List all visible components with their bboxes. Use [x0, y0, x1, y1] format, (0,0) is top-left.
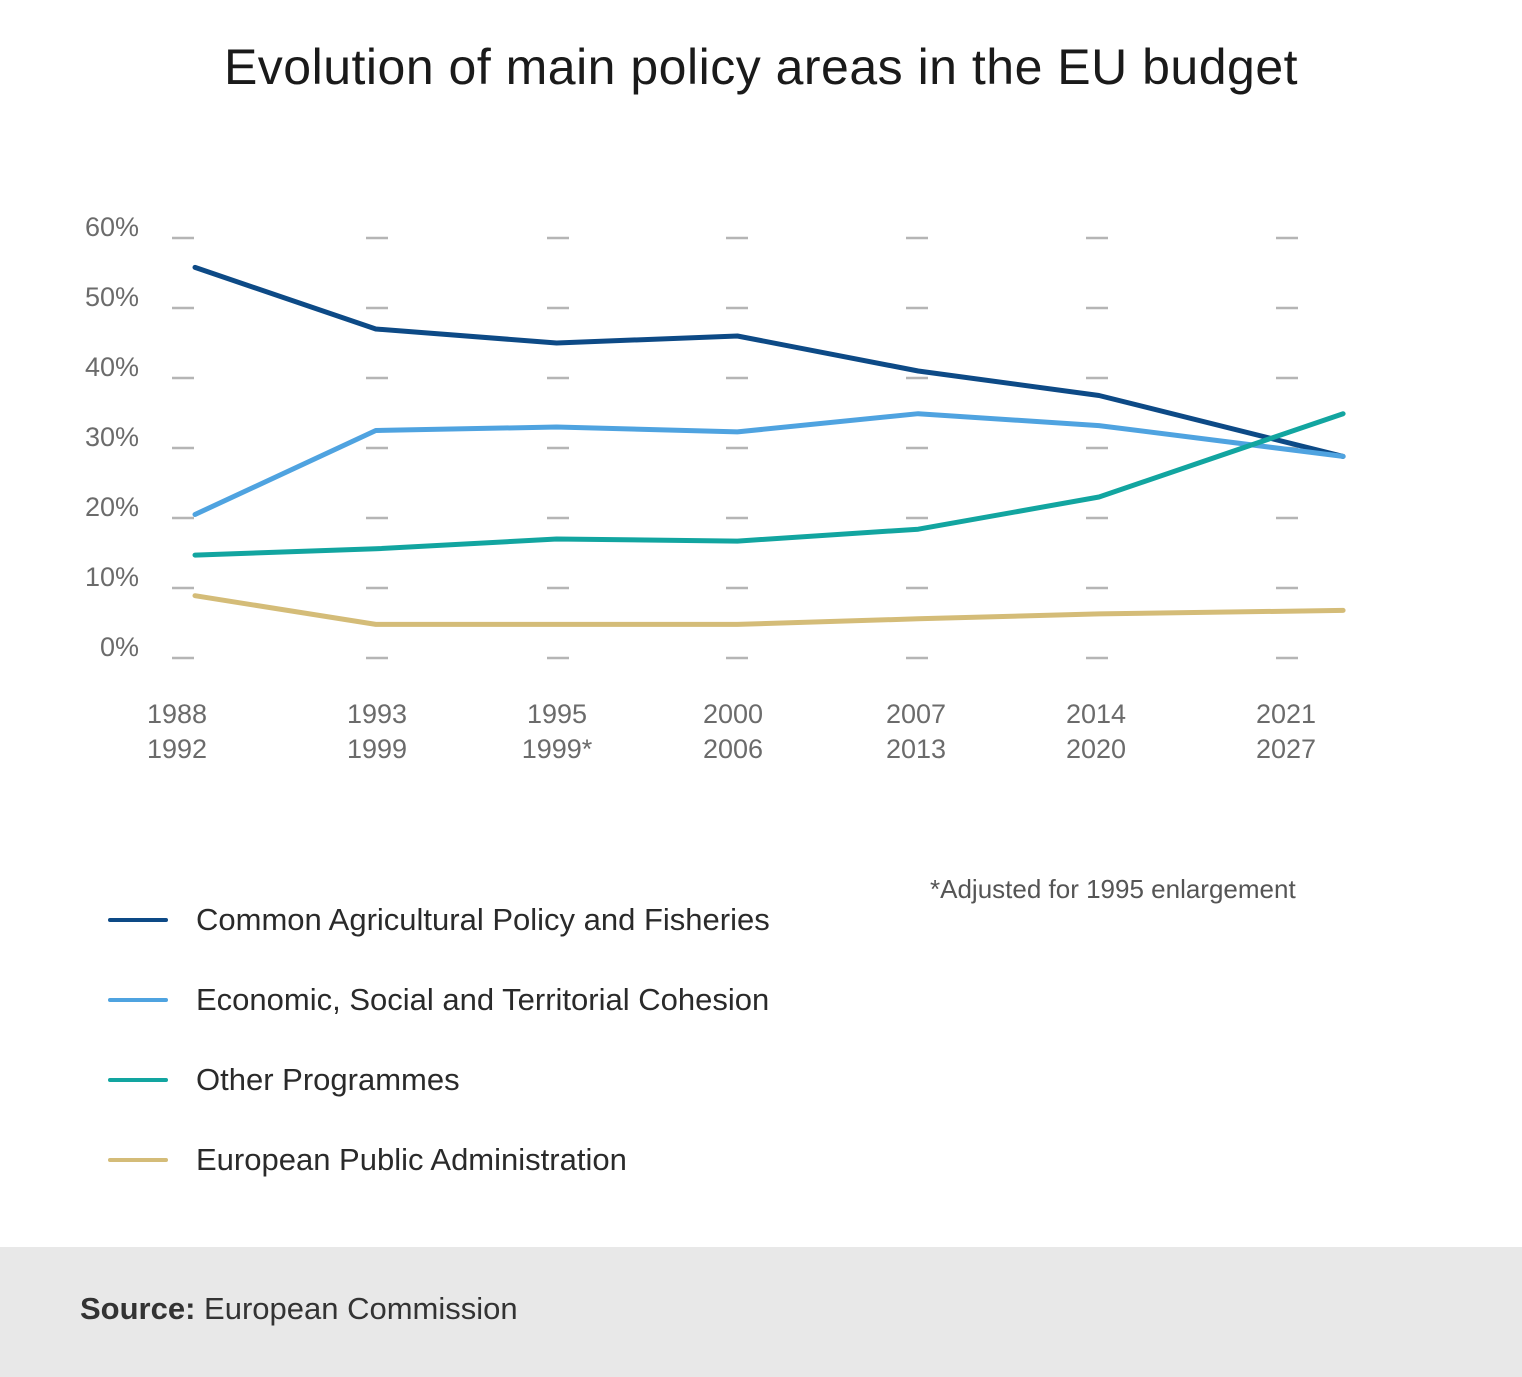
legend-item-admin: European Public Administration	[108, 1120, 770, 1200]
y-tick-label: 10%	[85, 562, 139, 592]
y-axis: 0% 10% 20% 30% 40% 50% 60%	[85, 212, 139, 662]
y-tick-label: 40%	[85, 352, 139, 382]
legend-swatch	[108, 1158, 168, 1162]
series-line-3	[192, 593, 1346, 627]
source-text: Source: European Commission	[80, 1291, 518, 1327]
source-label: Source:	[80, 1291, 196, 1326]
legend-label: Common Agricultural Policy and Fisheries	[196, 902, 770, 937]
gridlines	[172, 236, 1298, 660]
series-line-1	[192, 411, 1346, 517]
x-tick-label: 1992	[147, 734, 207, 764]
x-tick-label: 2006	[703, 734, 763, 764]
x-tick-label: 2007	[886, 699, 946, 729]
x-tick-label: 2013	[886, 734, 946, 764]
y-tick-label: 20%	[85, 492, 139, 522]
chart-title: Evolution of main policy areas in the EU…	[223, 39, 1299, 95]
legend-label: Other Programmes	[196, 1062, 460, 1097]
legend-label: Economic, Social and Territorial Cohesio…	[196, 982, 770, 1017]
legend-item-cap: Common Agricultural Policy and Fisheries	[108, 880, 770, 960]
legend: Common Agricultural Policy and Fisheries…	[108, 880, 770, 1200]
series-line-0	[192, 264, 1346, 459]
series-lines	[192, 264, 1346, 627]
y-tick-label: 60%	[85, 212, 139, 242]
legend-item-other: Other Programmes	[108, 1040, 770, 1120]
legend-swatch	[108, 918, 168, 922]
x-tick-label: 1999*	[522, 734, 593, 764]
x-tick-label: 2000	[703, 699, 763, 729]
source-bar: Source: European Commission	[0, 1247, 1522, 1377]
x-tick-label: 2014	[1066, 699, 1126, 729]
x-tick-label: 2021	[1256, 699, 1316, 729]
legend-swatch	[108, 1078, 168, 1082]
source-value: European Commission	[204, 1291, 518, 1326]
legend-swatch	[108, 998, 168, 1002]
x-tick-label: 1993	[347, 699, 407, 729]
legend-label: European Public Administration	[196, 1142, 627, 1177]
x-tick-label: 2027	[1256, 734, 1316, 764]
x-axis: 1988 1992 1993 1999 1995 1999* 2000 2006 2007 201…	[147, 699, 1316, 764]
y-tick-label: 50%	[85, 282, 139, 312]
x-tick-label: 1995	[527, 699, 587, 729]
x-tick-label: 1988	[147, 699, 207, 729]
series-line-2	[192, 411, 1346, 558]
y-tick-label: 30%	[85, 422, 139, 452]
y-tick-label: 0%	[100, 632, 139, 662]
line-chart: 0% 10% 20% 30% 40% 50% 60% 1988 1992 1993 1999 199…	[85, 212, 1346, 764]
x-tick-label: 2020	[1066, 734, 1126, 764]
x-tick-label: 1999	[347, 734, 407, 764]
footnote: *Adjusted for 1995 enlargement	[930, 874, 1296, 904]
legend-item-cohesion: Economic, Social and Territorial Cohesio…	[108, 960, 770, 1040]
